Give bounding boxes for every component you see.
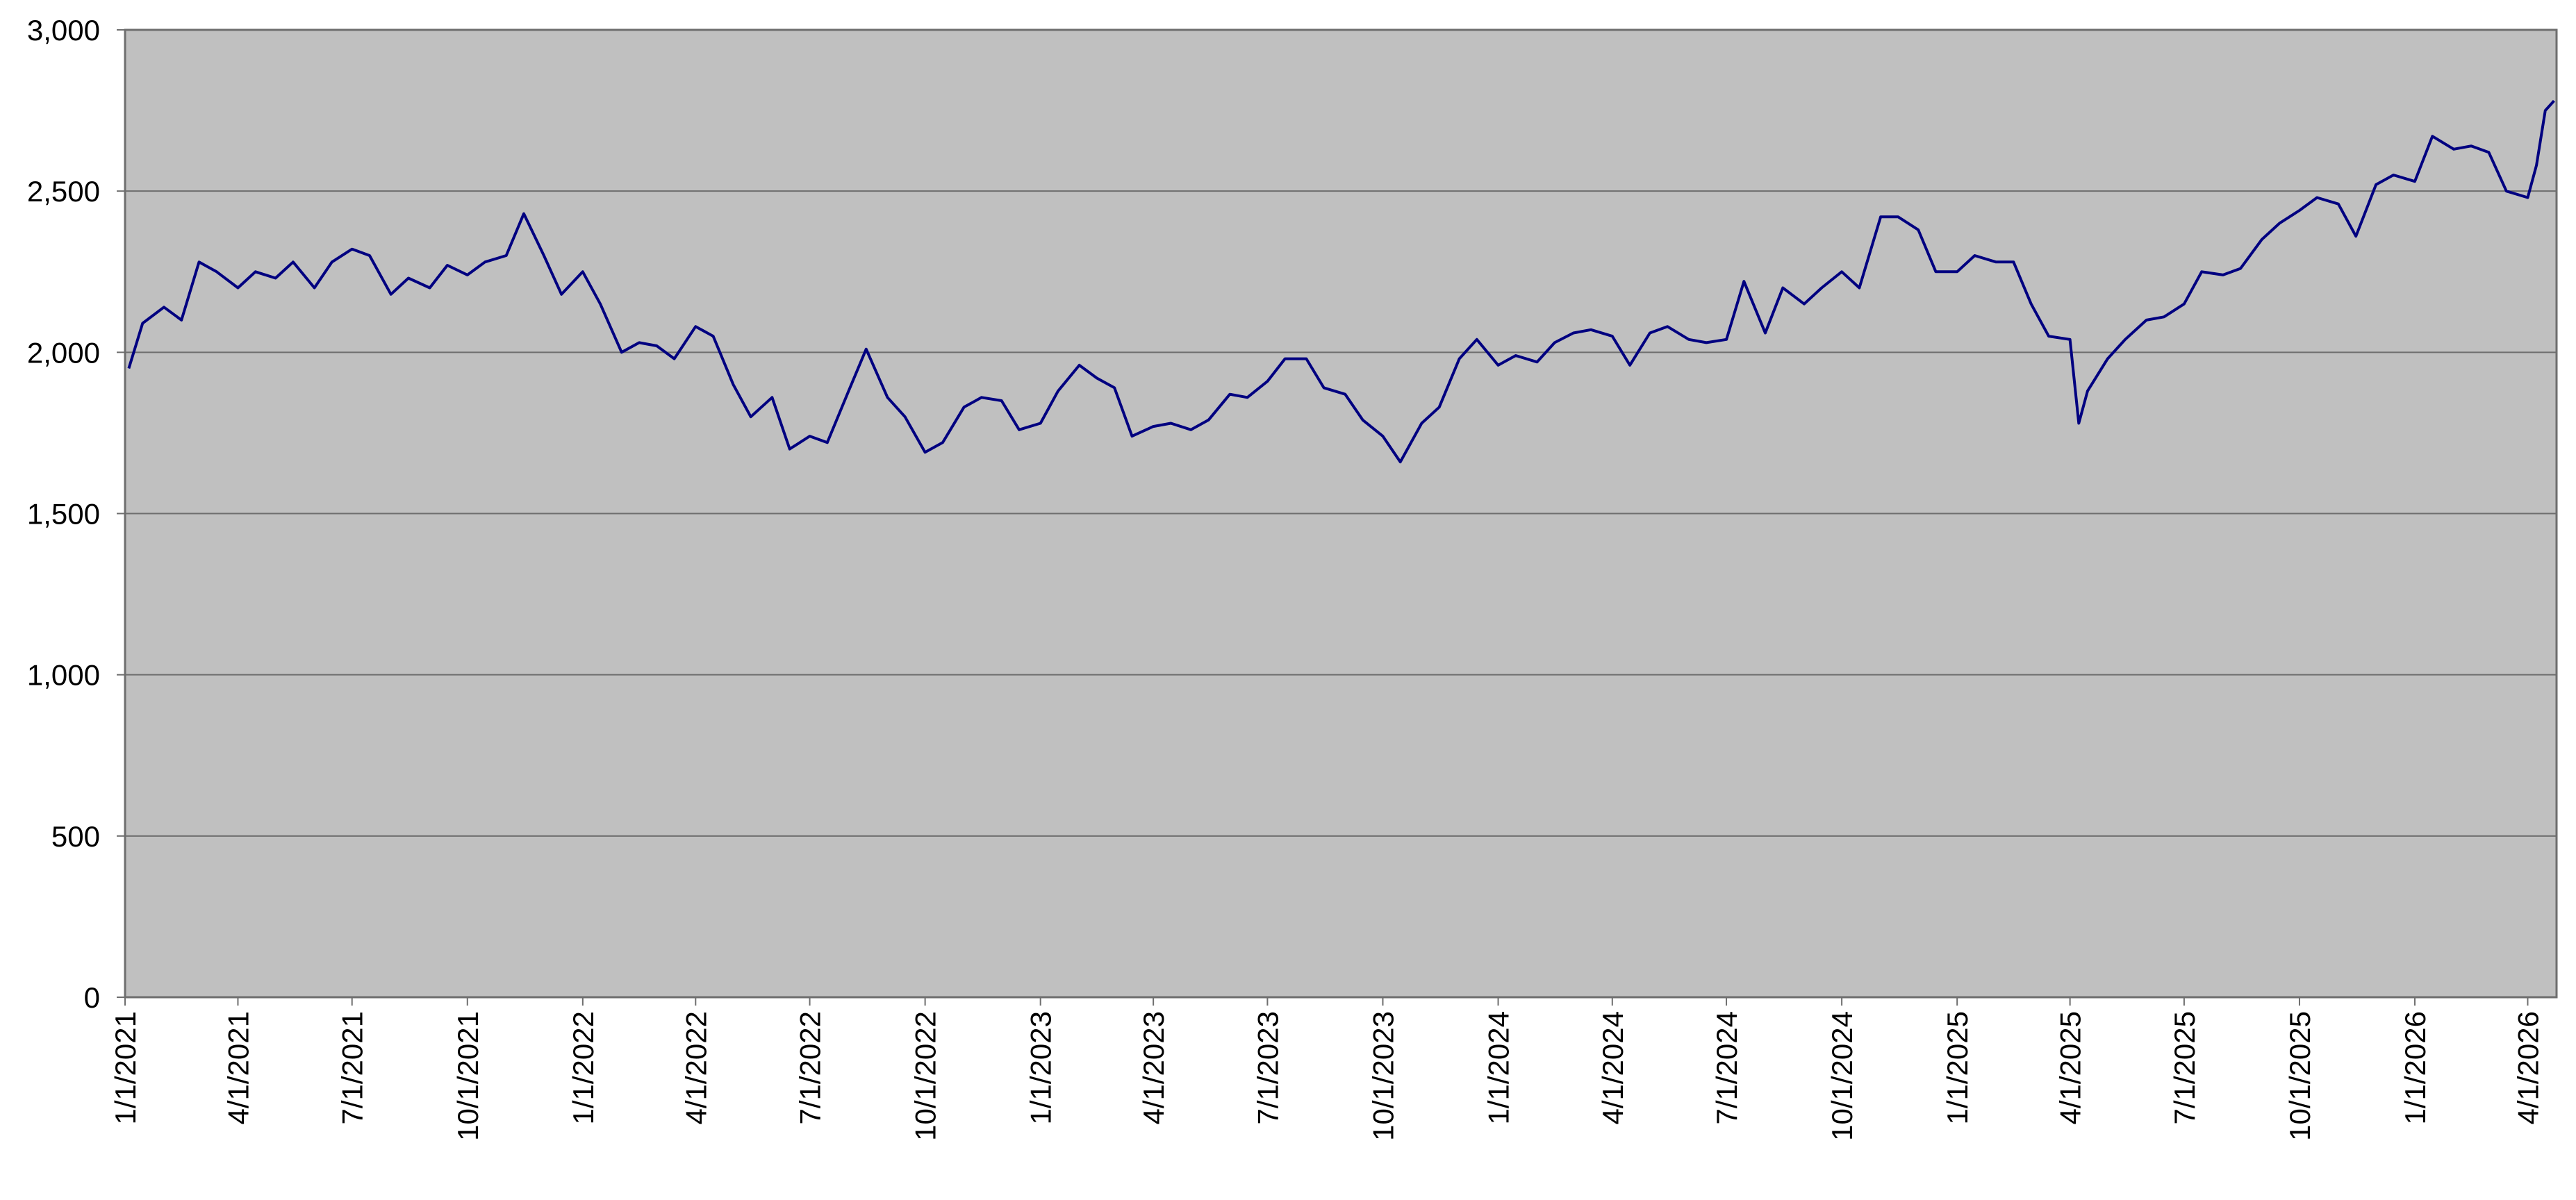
- x-tick-label: 10/1/2024: [1826, 1011, 1858, 1141]
- x-tick-label: 4/1/2021: [222, 1011, 254, 1125]
- x-tick-label: 10/1/2021: [452, 1011, 484, 1141]
- y-tick-label: 2,000: [27, 336, 100, 369]
- x-tick-label: 1/1/2022: [567, 1011, 600, 1125]
- y-tick-label: 3,000: [27, 14, 100, 47]
- y-tick-label: 2,500: [27, 175, 100, 208]
- x-tick-label: 7/1/2022: [794, 1011, 827, 1125]
- x-tick-label: 1/1/2023: [1025, 1011, 1057, 1125]
- y-tick-label: 1,000: [27, 659, 100, 692]
- x-tick-label: 10/1/2023: [1367, 1011, 1399, 1141]
- x-tick-label: 4/1/2022: [679, 1011, 712, 1125]
- data-line: [127, 99, 2555, 464]
- x-tick-label: 4/1/2025: [2054, 1011, 2087, 1125]
- x-tick-label: 10/1/2025: [2284, 1011, 2316, 1141]
- x-tick-label: 1/1/2026: [2399, 1011, 2431, 1125]
- x-tick-label: 1/1/2024: [1483, 1011, 1515, 1125]
- x-tick-label: 7/1/2023: [1251, 1011, 1284, 1125]
- x-tick-label: 7/1/2021: [336, 1011, 369, 1125]
- x-tick-label: 4/1/2023: [1137, 1011, 1170, 1125]
- y-tick-label: 1,500: [27, 498, 100, 531]
- x-tick-label: 1/1/2025: [1941, 1011, 1974, 1125]
- x-tick-label: 7/1/2025: [2168, 1011, 2201, 1125]
- y-tick-label: 500: [51, 820, 100, 853]
- y-tick-label: 0: [84, 981, 100, 1014]
- x-tick-label: 4/1/2024: [1596, 1011, 1629, 1125]
- x-tick-label: 4/1/2026: [2511, 1011, 2544, 1125]
- x-tick-label: 1/1/2021: [109, 1011, 142, 1125]
- x-tick-label: 10/1/2022: [909, 1011, 942, 1141]
- plot-frame: [124, 28, 2558, 999]
- x-tick-label: 7/1/2024: [1710, 1011, 1743, 1125]
